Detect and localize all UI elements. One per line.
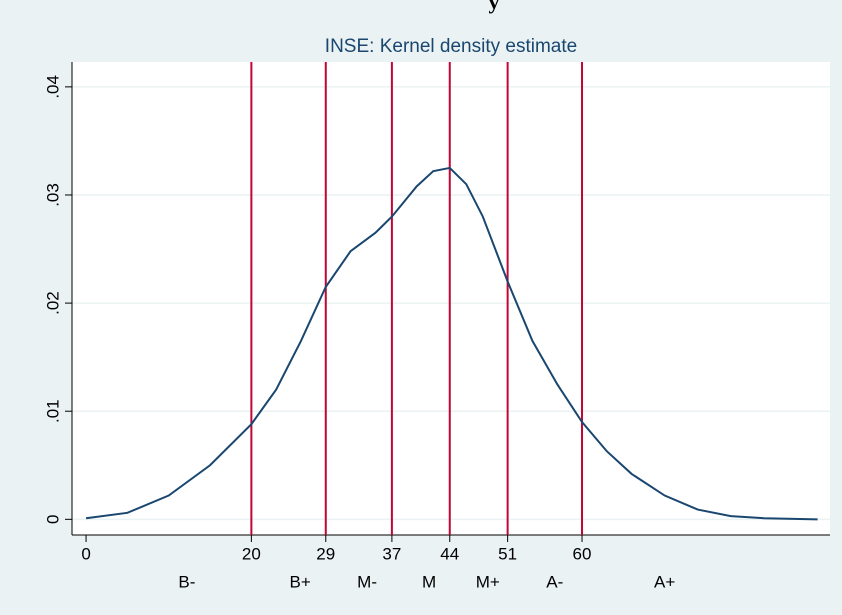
band-label: M+ [476, 572, 500, 591]
x-tick-label: 20 [242, 544, 261, 563]
x-tick-label: 60 [573, 544, 592, 563]
y-tick-label: .01 [43, 399, 62, 423]
y-tick-label: .03 [43, 183, 62, 207]
band-label: A+ [654, 572, 675, 591]
y-tick-label: .02 [43, 291, 62, 315]
super-title: y [489, 0, 500, 14]
band-label: B+ [290, 572, 311, 591]
x-tick-label: 29 [316, 544, 335, 563]
density-line [85, 166, 818, 521]
x-tick-label: 37 [382, 544, 401, 563]
band-label: B- [178, 572, 195, 591]
y-tick-label: 0 [43, 515, 62, 524]
x-tick-label: 51 [498, 544, 517, 563]
plot-region [72, 62, 830, 535]
x-tick-label: 0 [81, 544, 90, 563]
band-label: M- [357, 572, 377, 591]
chart-title: INSE: Kernel density estimate [325, 36, 577, 57]
band-label: M [422, 572, 436, 591]
y-tick-label: .04 [43, 75, 62, 99]
x-tick-label: 44 [440, 544, 459, 563]
band-label: A- [546, 572, 563, 591]
